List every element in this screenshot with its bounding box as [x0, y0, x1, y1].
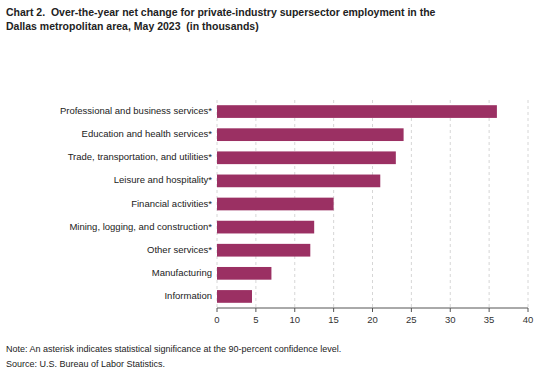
bar	[217, 151, 396, 164]
tick	[450, 308, 451, 312]
tick-label: 40	[523, 314, 534, 325]
grid-line	[450, 100, 451, 308]
tick	[411, 308, 412, 312]
bar	[217, 128, 404, 141]
bar	[217, 244, 310, 257]
tick-label: 5	[253, 314, 258, 325]
grid-line	[528, 100, 529, 308]
category-label: Mining, logging, and construction*	[69, 221, 212, 232]
chart: Chart 2. Over-the-year net change for pr…	[0, 0, 542, 381]
grid-line	[489, 100, 490, 308]
tick	[528, 308, 529, 312]
tick-label: 0	[214, 314, 219, 325]
note: Source: U.S. Bureau of Labor Statistics.	[6, 359, 165, 369]
tick-label: 20	[367, 314, 378, 325]
tick-label: 30	[445, 314, 456, 325]
bar	[217, 175, 380, 188]
bar	[217, 267, 271, 280]
category-label: Other services*	[147, 244, 212, 255]
bar	[217, 105, 497, 118]
bar	[217, 198, 334, 211]
category-label: Education and health services*	[82, 128, 213, 139]
grid	[217, 100, 528, 308]
category-label: Professional and business services*	[60, 105, 212, 116]
category-label: Information	[164, 290, 212, 301]
category-label: Financial activities*	[131, 198, 212, 209]
x-axis: 0 5 10 15 20 25 30 35 40	[214, 308, 533, 325]
tick-label: 25	[406, 314, 417, 325]
title: Chart 2. Over-the-year net change for pr…	[6, 6, 436, 32]
tick	[217, 308, 218, 312]
bar	[217, 221, 314, 234]
tick	[489, 308, 490, 312]
tick	[333, 308, 334, 312]
category-label: Manufacturing	[152, 267, 212, 278]
note: Note: An asterisk indicates statistical …	[6, 344, 341, 354]
tick-label: 15	[328, 314, 339, 325]
tick-label: 35	[484, 314, 495, 325]
grid-line	[411, 100, 412, 308]
tick	[294, 308, 295, 312]
tick	[372, 308, 373, 312]
category-label: Leisure and hospitality*	[114, 174, 213, 185]
bars	[217, 105, 497, 303]
tick-label: 10	[289, 314, 300, 325]
category-label: Trade, transportation, and utilities*	[68, 151, 213, 162]
bar	[217, 290, 252, 303]
y-axis: Information Manufacturing Other services* M…	[60, 105, 212, 301]
tick	[255, 308, 256, 312]
